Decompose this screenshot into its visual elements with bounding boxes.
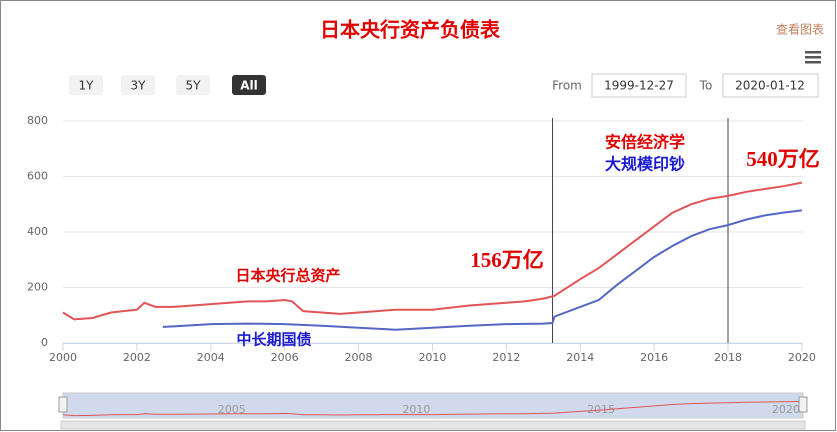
series-line	[62, 181, 803, 321]
annotation: 156万亿	[470, 248, 544, 272]
scrollbar[interactable]	[60, 420, 806, 430]
annotation: 540万亿	[746, 147, 820, 171]
y-tick-label: 600	[27, 170, 48, 183]
to-label: To	[699, 79, 713, 93]
navigator-handle[interactable]	[58, 396, 68, 413]
y-tick-label: 800	[27, 114, 48, 127]
navigator-tick-label: 2015	[587, 403, 615, 416]
x-tick-label: 2012	[492, 351, 520, 364]
export-link[interactable]: 查看图表	[776, 23, 824, 37]
range-button-label[interactable]: 1Y	[79, 79, 95, 93]
chart-title: 日本央行资产负债表	[320, 18, 501, 42]
range-button-label[interactable]: 5Y	[186, 79, 202, 93]
navigator-handle[interactable]	[798, 396, 808, 413]
from-input[interactable]	[591, 73, 687, 98]
x-tick-label: 2010	[418, 351, 446, 364]
x-tick-label: 2006	[271, 351, 299, 364]
menu-icon[interactable]	[805, 51, 821, 64]
x-tick-label: 2008	[345, 351, 373, 364]
x-tick-label: 2000	[49, 351, 77, 364]
x-tick-label: 2018	[714, 351, 742, 364]
annotation: 日本央行总资产	[235, 267, 340, 285]
x-tick-label: 2020	[788, 351, 816, 364]
range-button[interactable]	[176, 75, 210, 95]
from-value[interactable]: 1999-12-27	[604, 79, 674, 93]
range-button-label[interactable]: All	[240, 79, 258, 93]
annotation: 安倍经济学	[605, 133, 685, 152]
x-tick-label: 2016	[640, 351, 668, 364]
y-tick-label: 0	[41, 336, 48, 349]
x-tick-label: 2002	[123, 351, 151, 364]
annotation: 大规模印钞	[605, 155, 685, 174]
navigator-tick-label: 2010	[402, 403, 430, 416]
to-value[interactable]: 2020-01-12	[735, 79, 805, 93]
from-label: From	[552, 79, 582, 93]
range-button[interactable]	[232, 75, 266, 95]
x-tick-label: 2004	[197, 351, 225, 364]
annotation: 中长期国债	[236, 331, 311, 349]
navigator-line	[62, 400, 802, 417]
range-button-label[interactable]: 3Y	[131, 79, 147, 93]
navigator-tick-label: 2020	[772, 403, 800, 416]
y-tick-label: 200	[27, 281, 48, 294]
x-tick-label: 2014	[566, 351, 594, 364]
range-button[interactable]	[69, 75, 103, 95]
range-button[interactable]	[121, 75, 155, 95]
to-input[interactable]	[722, 73, 819, 98]
series-line	[162, 209, 803, 331]
navigator-tick-label: 2005	[218, 403, 246, 416]
y-tick-label: 400	[27, 225, 48, 238]
